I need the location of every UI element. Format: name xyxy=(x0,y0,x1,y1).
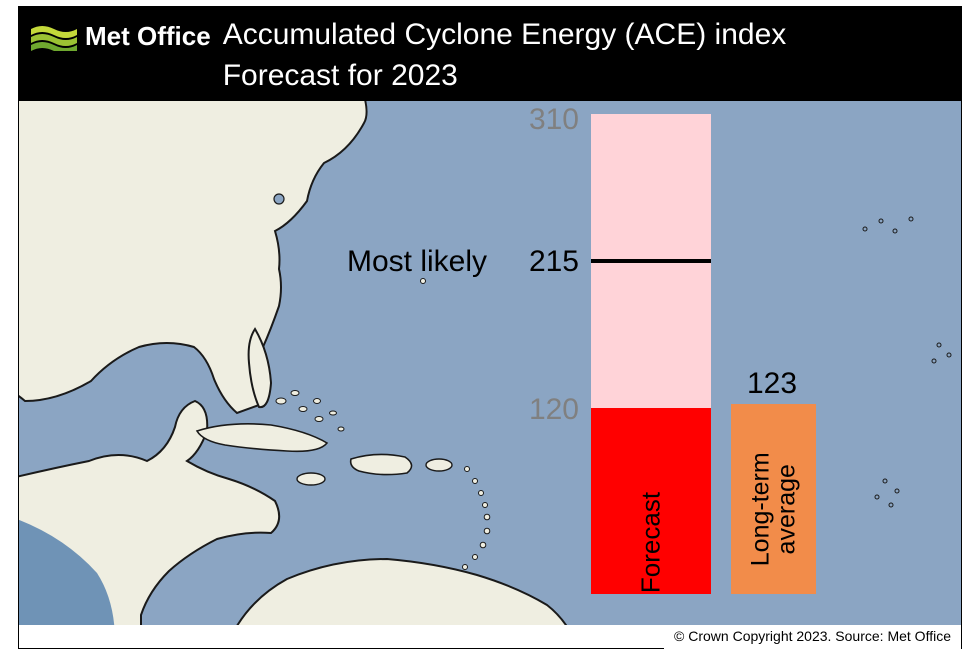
brand-logo: Met Office xyxy=(31,21,211,52)
figure-frame: Met Office Accumulated Cyclone Energy (A… xyxy=(0,0,980,655)
header-bar: Met Office Accumulated Cyclone Energy (A… xyxy=(19,7,961,101)
title-line-1: Accumulated Cyclone Energy (ACE) index xyxy=(223,15,787,56)
title-line-2: Forecast for 2023 xyxy=(223,56,787,97)
title-block: Accumulated Cyclone Energy (ACE) index F… xyxy=(223,15,787,96)
brand-name: Met Office xyxy=(85,21,211,52)
copyright-footer: © Crown Copyright 2023. Source: Met Offi… xyxy=(664,625,961,650)
map-area: 310 215 120 Most likely 123 Forecast Lon… xyxy=(19,101,961,625)
met-office-logo-icon xyxy=(31,23,77,51)
atlantic-map xyxy=(19,101,961,625)
figure-inner: Met Office Accumulated Cyclone Energy (A… xyxy=(18,6,962,649)
